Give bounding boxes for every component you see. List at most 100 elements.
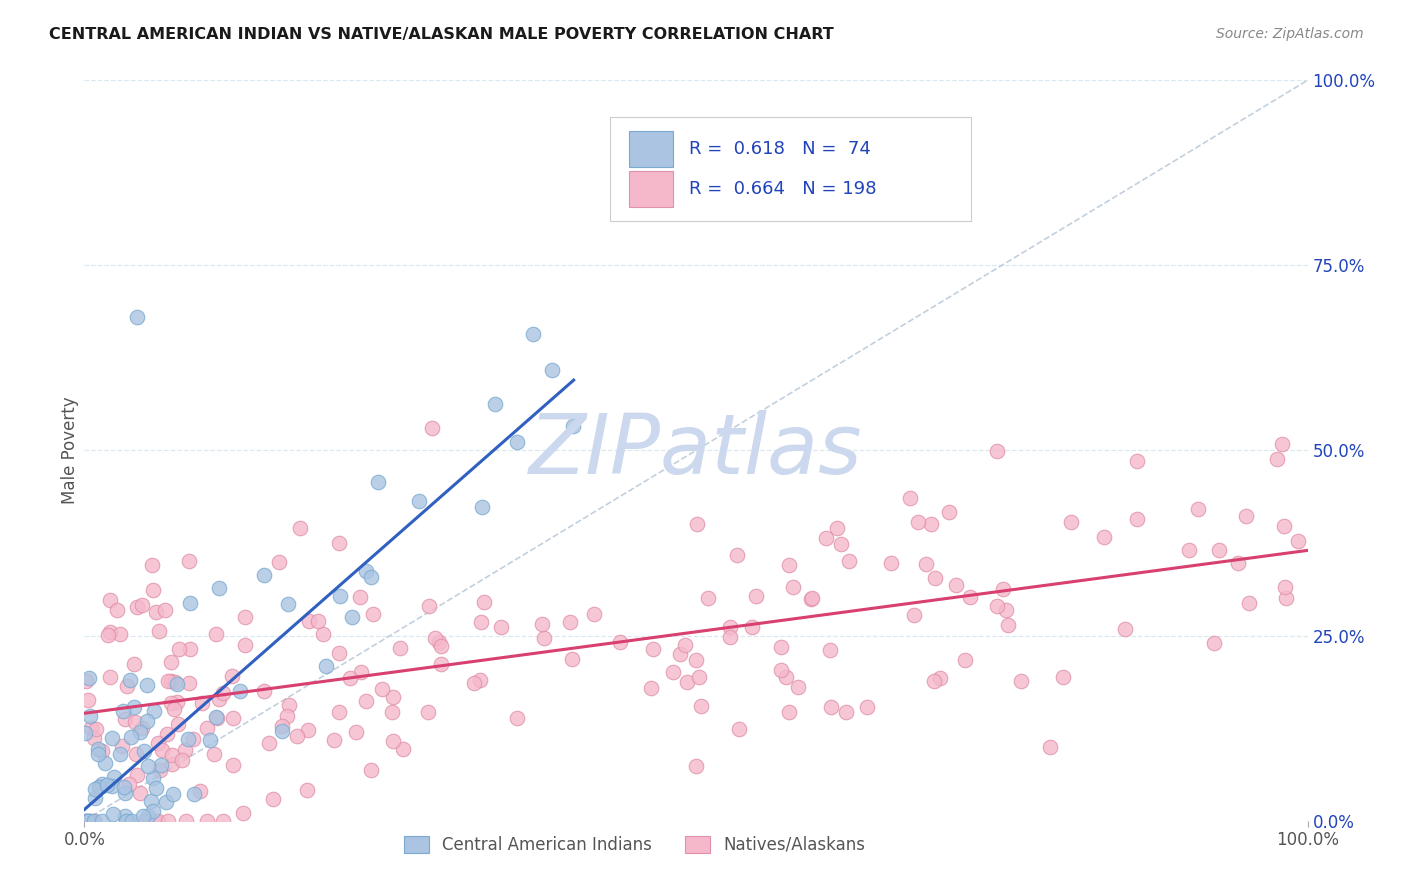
Text: CENTRAL AMERICAN INDIAN VS NATIVE/ALASKAN MALE POVERTY CORRELATION CHART: CENTRAL AMERICAN INDIAN VS NATIVE/ALASKA… xyxy=(49,27,834,42)
Point xyxy=(167,642,190,657)
Point xyxy=(418,599,440,613)
Point xyxy=(778,558,800,572)
Point xyxy=(1271,437,1294,451)
Point xyxy=(697,591,720,605)
Point xyxy=(129,725,152,739)
Point xyxy=(1114,622,1136,636)
Point xyxy=(110,626,132,640)
Point xyxy=(76,814,98,828)
Point xyxy=(770,663,793,677)
Point xyxy=(135,714,157,729)
Point xyxy=(76,692,98,706)
Point xyxy=(1275,591,1298,606)
Point xyxy=(166,695,188,709)
Point xyxy=(262,792,284,806)
FancyBboxPatch shape xyxy=(628,171,672,207)
Point xyxy=(131,722,153,736)
Point xyxy=(360,763,382,777)
Point xyxy=(134,744,156,758)
Point xyxy=(297,614,319,628)
Point xyxy=(945,577,967,591)
Point xyxy=(125,599,148,614)
Point xyxy=(83,814,105,828)
Point xyxy=(371,681,394,696)
Point xyxy=(430,657,453,671)
Point xyxy=(73,725,96,739)
Point xyxy=(779,705,801,719)
Point xyxy=(77,671,100,685)
Point xyxy=(94,756,117,771)
Point xyxy=(114,712,136,726)
Point xyxy=(408,494,430,508)
Point xyxy=(98,670,121,684)
Point xyxy=(120,731,142,745)
Point xyxy=(416,705,439,719)
Point xyxy=(146,814,169,828)
Point xyxy=(920,516,942,531)
Point xyxy=(229,684,252,698)
Point xyxy=(139,794,162,808)
Point xyxy=(367,475,389,489)
Point xyxy=(101,806,124,821)
Point xyxy=(141,558,163,573)
FancyBboxPatch shape xyxy=(610,118,972,221)
Point xyxy=(98,624,121,639)
Point xyxy=(420,421,443,435)
Point xyxy=(105,602,128,616)
Point xyxy=(136,759,159,773)
Point xyxy=(181,732,204,747)
Point xyxy=(79,814,101,828)
Point xyxy=(922,673,945,688)
Point xyxy=(103,770,125,784)
Point xyxy=(328,646,350,660)
Point xyxy=(834,705,856,719)
Point xyxy=(388,641,411,656)
Point xyxy=(97,628,120,642)
Point xyxy=(112,780,135,794)
Point xyxy=(115,814,138,828)
Point xyxy=(167,717,190,731)
Point xyxy=(271,723,294,738)
Point xyxy=(79,814,101,828)
Point xyxy=(830,536,852,550)
Point xyxy=(506,434,529,449)
Point xyxy=(429,639,451,653)
Point xyxy=(131,598,153,612)
Point xyxy=(344,725,367,739)
Point xyxy=(1052,670,1074,684)
Point xyxy=(277,698,299,713)
Point xyxy=(191,697,214,711)
Point xyxy=(361,607,384,621)
Point xyxy=(179,641,201,656)
Point xyxy=(323,733,346,747)
Point xyxy=(90,744,112,758)
Point xyxy=(155,795,177,809)
Point xyxy=(117,814,139,828)
Point xyxy=(269,555,291,569)
Point xyxy=(815,531,838,545)
Point xyxy=(149,764,172,778)
Point xyxy=(115,814,138,828)
Point xyxy=(1126,454,1149,468)
Point xyxy=(156,674,179,689)
Point xyxy=(685,653,707,667)
Point xyxy=(110,739,132,753)
Point xyxy=(179,554,201,568)
Point xyxy=(856,699,879,714)
Point xyxy=(156,814,179,828)
Point xyxy=(118,673,141,687)
Point xyxy=(470,673,492,687)
Point xyxy=(222,757,245,772)
Point xyxy=(205,627,228,641)
Point xyxy=(825,521,848,535)
Point xyxy=(938,505,960,519)
Point xyxy=(222,711,245,725)
Point xyxy=(728,723,751,737)
Point xyxy=(997,618,1019,632)
Point xyxy=(425,631,447,645)
Point xyxy=(561,652,583,666)
Point xyxy=(205,711,228,725)
Point xyxy=(560,615,582,630)
Point xyxy=(101,731,124,745)
Point xyxy=(188,783,211,797)
